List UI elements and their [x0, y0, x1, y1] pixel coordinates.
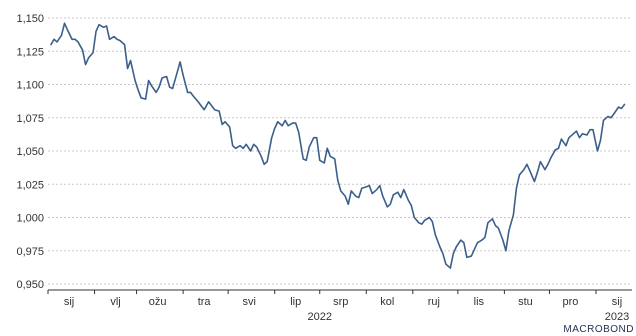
x-tick-label: lip	[290, 296, 301, 308]
x-year-label: 2022	[307, 311, 331, 323]
macrobond-logo: MACROBOND	[563, 324, 634, 335]
gridlines	[48, 17, 632, 285]
y-tick-label: 1,050	[16, 146, 44, 158]
x-tick-label: svi	[242, 296, 255, 308]
x-axis: sij vlj ožu tra svi lip srp kol ruj lis stu pro sij 2…	[47, 289, 632, 323]
x-tick-label: sij	[64, 296, 74, 308]
x-tick-label: pro	[562, 296, 578, 308]
x-tick-label: lis	[474, 296, 485, 308]
y-tick-label: 1,025	[16, 179, 44, 191]
x-tick-label: stu	[518, 296, 533, 308]
y-tick-label: 1,000	[16, 213, 44, 225]
x-tick-label: sij	[612, 296, 622, 308]
y-axis-ticks: 0,950 0,975 1,000 1,025 1,050 1,075 1,100 1,125…	[16, 13, 44, 291]
x-year-label: 2023	[605, 311, 629, 323]
x-tick-label: kol	[380, 296, 394, 308]
y-tick-label: 1,100	[16, 80, 44, 92]
y-tick-label: 1,150	[16, 13, 44, 25]
y-tick-label: 0,950	[16, 279, 44, 291]
y-tick-label: 1,125	[16, 46, 44, 58]
x-tick-label: ruj	[428, 296, 440, 308]
y-tick-label: 0,975	[16, 246, 44, 258]
series-line	[50, 22, 626, 269]
x-tick-label: ožu	[149, 296, 167, 308]
series-layer	[50, 22, 626, 269]
x-tick-label: tra	[198, 296, 212, 308]
x-tick-label: vlj	[110, 296, 120, 308]
x-tick-label: srp	[333, 296, 348, 308]
y-tick-label: 1,075	[16, 113, 44, 125]
